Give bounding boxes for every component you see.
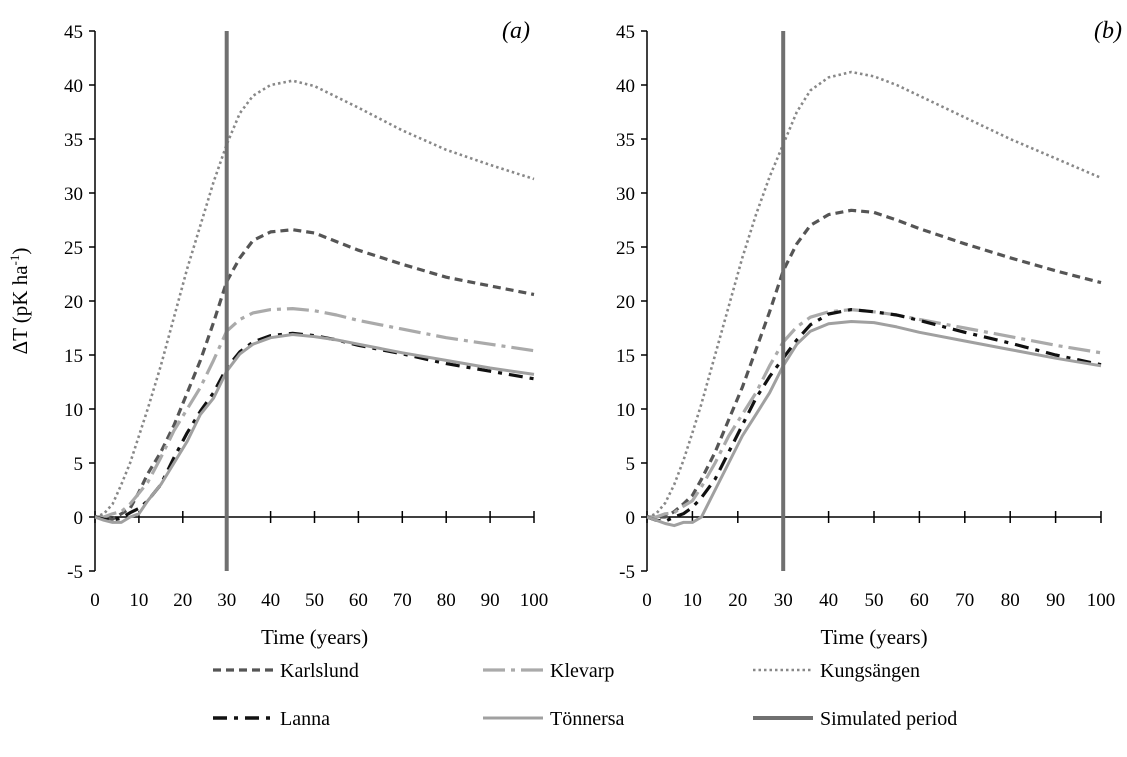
y-axis-title: ΔT (pK ha-1) [7,248,32,355]
x-tick-label: 40 [261,590,280,611]
series-line-kungsngen [646,70,1102,519]
x-tick-label: 100 [520,590,549,611]
x-tick-label: 90 [481,590,500,611]
x-tick-label: 30 [774,590,793,611]
y-tick-label: 5 [626,454,636,475]
y-tick-label: 5 [74,454,84,475]
x-tick-label: 10 [129,590,148,611]
series-line-lanna [94,331,535,522]
x-axis-title: Time (years) [820,625,927,649]
x-tick-label: 70 [393,590,412,611]
y-tick-label: 30 [616,184,635,205]
x-tick-label: 20 [728,590,747,611]
y-tick-label: 0 [626,508,636,529]
series-line-klevarp [95,307,535,519]
legend-label: Tönnersa [550,708,625,730]
series-line-karlslund [647,208,1102,519]
panel-b: -5 0 5 10 15 20 25 30 35 40 45 0 10 20 30 40 50 60 70 80 90 1… [616,18,1122,649]
x-tick-label: 0 [90,590,100,611]
legend-label: Simulated period [820,708,957,730]
x-tick-label: 60 [349,590,368,611]
y-tick-label: 45 [616,22,635,43]
legend-label: Lanna [280,708,330,730]
y-tick-label: 40 [616,76,635,97]
x-tick-label: 50 [865,590,884,611]
y-tick-label: 20 [616,292,635,313]
series-line-kungsngen [94,79,535,519]
y-tick-label: 0 [74,508,84,529]
y-tick-label: 10 [616,400,635,421]
x-axis-title: Time (years) [261,625,368,649]
y-tick-label: 10 [64,400,83,421]
x-tick-label: 80 [437,590,456,611]
x-tick-label: 50 [305,590,324,611]
legend: Karlslund Klevarp Kungsängen Lanna Tönnersa S… [213,660,957,730]
y-tick-label: 20 [64,292,83,313]
y-tick-label: 25 [64,238,83,259]
x-tick-label: 70 [955,590,974,611]
y-tick-label: 30 [64,184,83,205]
y-tick-label: 25 [616,238,635,259]
x-tick-label: 60 [910,590,929,611]
y-tick-label: 35 [64,130,83,151]
y-tick-label: -5 [619,562,635,583]
x-tick-label: 30 [217,590,236,611]
y-tick-label: 40 [64,76,83,97]
y-tick-label: 45 [64,22,83,43]
panel-label: (a) [502,18,530,44]
y-tick-label: 15 [64,346,83,367]
series-line-klevarp [647,308,1102,519]
y-tick-label: -5 [67,562,83,583]
y-tick-label: 15 [616,346,635,367]
x-tick-label: 80 [1001,590,1020,611]
x-tick-label: 10 [683,590,702,611]
x-tick-label: 0 [642,590,652,611]
panel-label: (b) [1094,18,1122,44]
panel-a: -5 0 5 10 15 20 25 30 35 40 45 0 10 20 30 40 50 60 70 80 90 1… [7,18,548,649]
series-line-karlslund [95,228,535,521]
series-line-tnnersa [646,320,1102,528]
x-tick-label: 90 [1046,590,1065,611]
legend-label: Klevarp [550,660,614,682]
series-line-tnnersa [94,333,535,524]
y-tick-label: 35 [616,130,635,151]
x-tick-label: 20 [173,590,192,611]
legend-label: Karlslund [280,660,359,682]
x-tick-label: 100 [1087,590,1116,611]
series-line-lanna [646,308,1102,523]
x-tick-label: 40 [819,590,838,611]
legend-label: Kungsängen [820,660,920,682]
